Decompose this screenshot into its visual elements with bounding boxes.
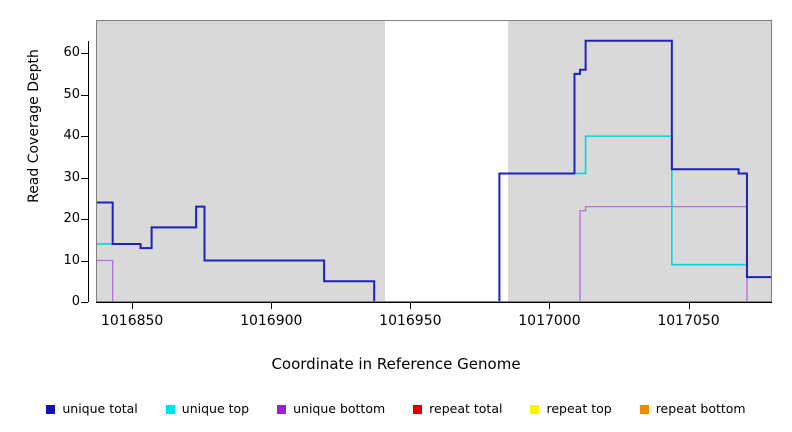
legend-label: unique top (181, 400, 250, 416)
x-tick-label-1016900: 1016900 (240, 313, 303, 329)
x-tick-1017000 (549, 302, 551, 309)
y-axis-line (88, 41, 89, 302)
x-tick-label-1016950: 1016950 (379, 313, 442, 329)
y-tick-20 (81, 219, 88, 221)
y-tick-30 (81, 177, 88, 179)
legend-item-repeat-top[interactable]: repeat top (530, 400, 612, 416)
shaded-region-0 (96, 20, 386, 302)
legend-item-unique-bottom[interactable]: unique bottom (277, 400, 386, 416)
series-line-unique-bottom (96, 207, 772, 302)
x-tick-label-1017050: 1017050 (657, 313, 720, 329)
y-tick-label-10: 10 (63, 252, 80, 268)
y-tick-10 (81, 260, 88, 262)
y-tick-label-30: 30 (63, 169, 80, 185)
y-axis-title: Read Coverage Depth (26, 49, 42, 203)
x-axis-title: Coordinate in Reference Genome (271, 355, 521, 373)
y-tick-40 (81, 136, 88, 138)
x-tick-1017050 (688, 302, 690, 309)
series-line-unique-top (96, 136, 772, 302)
y-tick-60 (81, 53, 88, 55)
legend-swatch-icon-repeat-bottom (639, 404, 649, 414)
legend-swatch-icon-unique-total (46, 404, 56, 414)
legend-label: unique total (62, 400, 138, 416)
legend-item-repeat-bottom[interactable]: repeat bottom (639, 400, 746, 416)
y-tick-50 (81, 94, 88, 96)
legend-swatch-icon-unique-top (165, 404, 175, 414)
shaded-region-1 (507, 20, 772, 302)
series-line-unique-total (96, 41, 772, 302)
legend-label: unique bottom (293, 400, 386, 416)
legend-item-repeat-total[interactable]: repeat total (413, 400, 503, 416)
x-tick-1016850 (132, 302, 134, 309)
y-tick-0 (81, 302, 88, 303)
legend-label: repeat total (429, 400, 503, 416)
legend-label: repeat bottom (655, 400, 746, 416)
chart-legend: unique total unique top unique bottom repea… (0, 398, 792, 420)
legend-swatch-icon-unique-bottom (277, 404, 287, 414)
x-axis-line (96, 302, 772, 303)
legend-label: repeat top (546, 400, 612, 416)
x-tick-label-1017000: 1017000 (518, 313, 581, 329)
series-layer (96, 20, 772, 302)
legend-swatch-icon-repeat-total (413, 404, 423, 414)
legend-swatch-icon-repeat-top (530, 404, 540, 414)
x-tick-label-1016850: 1016850 (100, 313, 164, 329)
legend-item-unique-top[interactable]: unique top (165, 400, 250, 416)
x-tick-1016950 (410, 302, 412, 309)
y-tick-label-60: 60 (63, 45, 80, 61)
y-axis: 0 10 20 30 40 50 60 Read Coverage Depth (0, 0, 96, 322)
plot-area (96, 20, 772, 302)
y-tick-label-20: 20 (63, 211, 80, 227)
legend-item-unique-total[interactable]: unique total (46, 400, 138, 416)
y-tick-label-40: 40 (63, 128, 80, 144)
y-tick-label-50: 50 (63, 86, 80, 102)
x-tick-1016900 (271, 302, 273, 309)
x-axis: 1016850 1016900 1016950 1017000 1017050 (0, 302, 792, 362)
y-tick-label-0: 0 (71, 294, 80, 309)
